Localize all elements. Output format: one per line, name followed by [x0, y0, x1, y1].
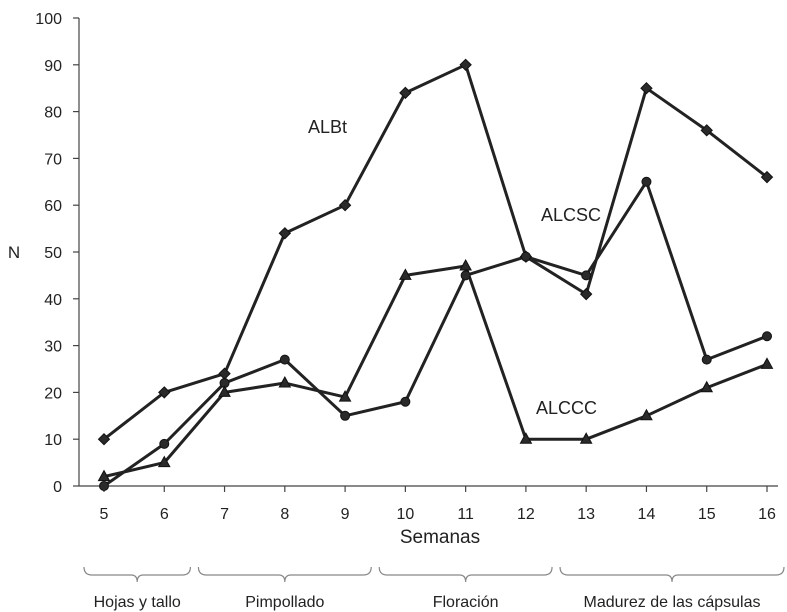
- marker-alcsc: [340, 410, 351, 421]
- x-tick-label: 12: [517, 506, 535, 523]
- marker-alccc: [640, 408, 653, 421]
- x-tick-label: 5: [100, 506, 109, 523]
- marker-alcsc: [400, 396, 411, 407]
- x-axis-label: Semanas: [400, 527, 480, 548]
- phase-label: Pimpollado: [245, 594, 324, 611]
- x-tick-label: 10: [396, 506, 414, 523]
- marker-albt: [97, 432, 111, 446]
- series-label-alcsc: ALCSC: [541, 205, 601, 225]
- y-tick-label: 100: [35, 11, 62, 28]
- marker-alccc: [579, 432, 593, 444]
- marker-alccc: [459, 259, 472, 271]
- marker-albt: [760, 170, 774, 184]
- y-tick-label: 50: [44, 245, 62, 262]
- marker-alcsc: [641, 176, 652, 187]
- marker-alccc: [338, 390, 352, 402]
- marker-alccc: [218, 385, 231, 397]
- series-lines: [103, 63, 768, 488]
- marker-alccc: [760, 357, 774, 369]
- marker-albt: [700, 124, 713, 137]
- series-line-alccc: [103, 264, 768, 479]
- phase-bracket: [83, 566, 192, 583]
- marker-alccc: [278, 376, 292, 388]
- y-tick-label: 40: [44, 292, 62, 309]
- marker-alcsc: [581, 270, 592, 281]
- y-ticks: 0 10 20 30 40 50 60 70 80 90 100: [35, 11, 79, 496]
- phase-label: Madurez de las cápsulas: [584, 594, 761, 611]
- x-tick-label: 7: [220, 506, 229, 523]
- x-tick-label: 13: [577, 506, 595, 523]
- x-tick-label: 16: [758, 506, 776, 523]
- marker-alcsc: [159, 438, 170, 449]
- marker-albt: [218, 367, 231, 380]
- marker-alcsc: [762, 331, 772, 342]
- y-tick-label: 0: [53, 479, 62, 496]
- phase-bracket: [559, 566, 785, 583]
- marker-albt: [278, 227, 292, 240]
- marker-alccc: [519, 432, 533, 444]
- marker-albt: [338, 198, 352, 212]
- series-line-albt: [103, 63, 768, 441]
- phase-bracket: [197, 566, 372, 583]
- x-tick-label: 8: [280, 506, 289, 523]
- phase-bracket: [378, 566, 553, 583]
- y-tick-label: 20: [44, 385, 62, 402]
- marker-alcsc: [99, 481, 109, 491]
- marker-albt: [399, 86, 412, 100]
- marker-alcsc: [279, 354, 290, 365]
- series-markers: [97, 58, 774, 491]
- y-tick-label: 30: [44, 339, 62, 356]
- marker-albt: [459, 58, 472, 72]
- marker-albt: [579, 287, 593, 301]
- x-tick-label: 14: [638, 506, 656, 523]
- marker-albt: [158, 386, 171, 399]
- marker-alccc: [700, 380, 714, 393]
- series-label-albt: ALBt: [308, 117, 347, 137]
- phase-label: Floración: [433, 594, 499, 611]
- y-tick-label: 60: [44, 198, 62, 215]
- x-tick-label: 6: [160, 506, 169, 523]
- marker-alccc: [157, 455, 171, 468]
- y-tick-label: 10: [44, 432, 62, 449]
- y-tick-label: 70: [44, 151, 62, 168]
- phase-brackets: Hojas y tallo Pimpollado Floración Madurez …: [83, 566, 785, 611]
- y-tick-label: 80: [44, 105, 62, 122]
- marker-alcsc: [701, 354, 712, 365]
- series-label-alccc: ALCCC: [536, 398, 597, 418]
- marker-alccc: [97, 469, 111, 482]
- y-axis-label: N: [8, 243, 20, 262]
- marker-alcsc: [520, 251, 531, 262]
- x-tick-label: 11: [457, 506, 474, 523]
- x-ticks: 5 6 7 8 9 10 11 12 13 14 15 16: [100, 486, 776, 523]
- marker-albt: [640, 81, 653, 95]
- series-line-alcsc: [103, 180, 768, 488]
- marker-alcsc: [460, 270, 471, 281]
- phase-label: Hojas y tallo: [94, 594, 181, 611]
- x-tick-label: 15: [698, 506, 716, 523]
- y-tick-label: 90: [44, 58, 62, 75]
- x-tick-label: 9: [341, 506, 350, 523]
- marker-alccc: [399, 268, 412, 280]
